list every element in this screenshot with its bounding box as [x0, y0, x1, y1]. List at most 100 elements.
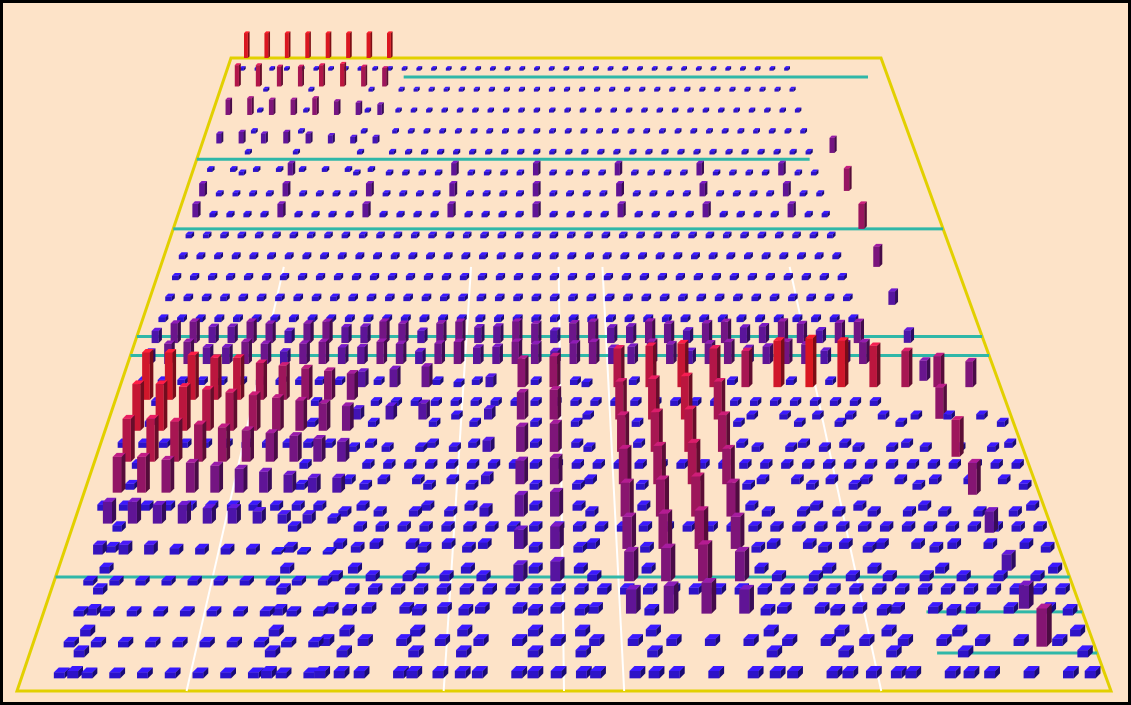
data-bar — [178, 252, 188, 260]
bar-side-face — [415, 538, 420, 549]
bar-top-face — [569, 340, 581, 344]
bar-top-face — [276, 64, 283, 67]
render-viewport[interactable] — [3, 3, 1128, 702]
bar-top-face — [766, 538, 781, 543]
bar-top-face — [260, 131, 268, 134]
bar-side-face — [806, 438, 811, 448]
bar-side-face — [184, 376, 189, 385]
bar-side-face — [421, 190, 424, 197]
bar-side-face — [793, 86, 796, 92]
bar-top-face — [852, 442, 865, 447]
bar-side-face — [956, 538, 962, 549]
data-bar — [617, 411, 630, 452]
bar-top-face — [756, 474, 770, 479]
data-bar — [736, 210, 745, 218]
bar-side-face — [692, 347, 696, 365]
bar-front-face — [769, 400, 778, 406]
bar-side-face — [938, 541, 944, 553]
bar-front-face — [117, 442, 126, 448]
bar-top-face — [643, 314, 654, 318]
bar-top-face — [778, 160, 786, 164]
bar-top-face — [385, 402, 398, 406]
data-bar — [227, 323, 238, 344]
bar-top-face — [318, 399, 331, 404]
bar-side-face — [596, 570, 602, 582]
bar-top-face — [802, 459, 815, 464]
bar-side-face — [119, 575, 124, 586]
bar-top-face — [313, 500, 327, 505]
bar-side-face — [236, 503, 241, 524]
bar-side-face — [167, 438, 171, 448]
bar-side-face — [882, 583, 887, 595]
bar-top-face — [339, 624, 355, 630]
bar-top-face — [164, 667, 181, 673]
bar-landscape-3d[interactable] — [3, 3, 1128, 702]
bar-side-face — [379, 538, 384, 549]
data-bar — [463, 521, 477, 532]
bar-side-face — [553, 107, 556, 113]
data-bar — [199, 181, 208, 197]
data-bar — [482, 436, 495, 452]
bar-top-face — [810, 169, 819, 172]
bar-top-face — [549, 272, 560, 276]
bar-front-face — [99, 566, 110, 574]
bar-top-face — [549, 419, 562, 424]
bar-front-face — [313, 438, 322, 462]
data-bar — [410, 624, 426, 637]
data-bar — [213, 575, 228, 586]
bar-top-face — [843, 293, 853, 297]
bar-side-face — [480, 344, 484, 365]
bar-front-face — [769, 296, 777, 302]
data-bar — [344, 314, 355, 323]
data-bar — [333, 538, 348, 549]
bar-front-face — [919, 574, 930, 582]
data-bar — [603, 272, 614, 281]
bar-top-face — [682, 190, 691, 193]
bar-top-face — [466, 190, 474, 193]
bar-top-face — [582, 190, 591, 193]
data-bar — [445, 66, 452, 71]
bar-top-face — [830, 603, 846, 609]
bar-front-face — [829, 400, 838, 406]
data-bar — [243, 210, 252, 218]
data-bar — [482, 583, 497, 595]
bar-side-face — [423, 442, 428, 452]
bar-side-face — [604, 521, 609, 532]
bar-front-face — [195, 548, 205, 555]
bar-front-face — [244, 151, 250, 155]
bar-top-face — [270, 500, 284, 505]
bar-side-face — [838, 252, 842, 260]
bar-top-face — [216, 131, 224, 134]
data-bar — [894, 474, 908, 485]
data-bar — [595, 107, 602, 113]
bar-top-face — [825, 474, 839, 479]
bar-top-face — [179, 606, 195, 611]
bar-front-face — [948, 463, 958, 469]
data-bar — [701, 319, 713, 344]
bar-top-face — [233, 314, 243, 318]
data-bar — [328, 570, 343, 582]
bar-front-face — [633, 442, 642, 448]
bar-front-face — [531, 296, 539, 302]
bar-side-face — [412, 272, 416, 281]
bar-front-face — [529, 483, 539, 490]
bar-top-face — [205, 500, 219, 505]
bar-front-face — [151, 331, 159, 344]
bar-front-face — [691, 255, 698, 260]
bar-front-face — [603, 275, 611, 281]
bar-front-face — [138, 442, 147, 448]
bar-front-face — [582, 171, 588, 176]
bar-side-face — [508, 66, 511, 71]
bar-side-face — [441, 148, 445, 155]
data-bar — [278, 362, 290, 400]
data-bar — [269, 66, 276, 71]
bar-top-face — [372, 66, 379, 68]
bar-top-face — [575, 624, 591, 630]
bar-front-face — [238, 131, 244, 144]
bar-top-face — [661, 314, 672, 318]
bar-side-face — [303, 396, 308, 431]
data-bar — [755, 314, 766, 323]
bar-side-face — [538, 160, 541, 176]
bar-front-face — [859, 638, 870, 646]
data-bar — [511, 634, 528, 646]
